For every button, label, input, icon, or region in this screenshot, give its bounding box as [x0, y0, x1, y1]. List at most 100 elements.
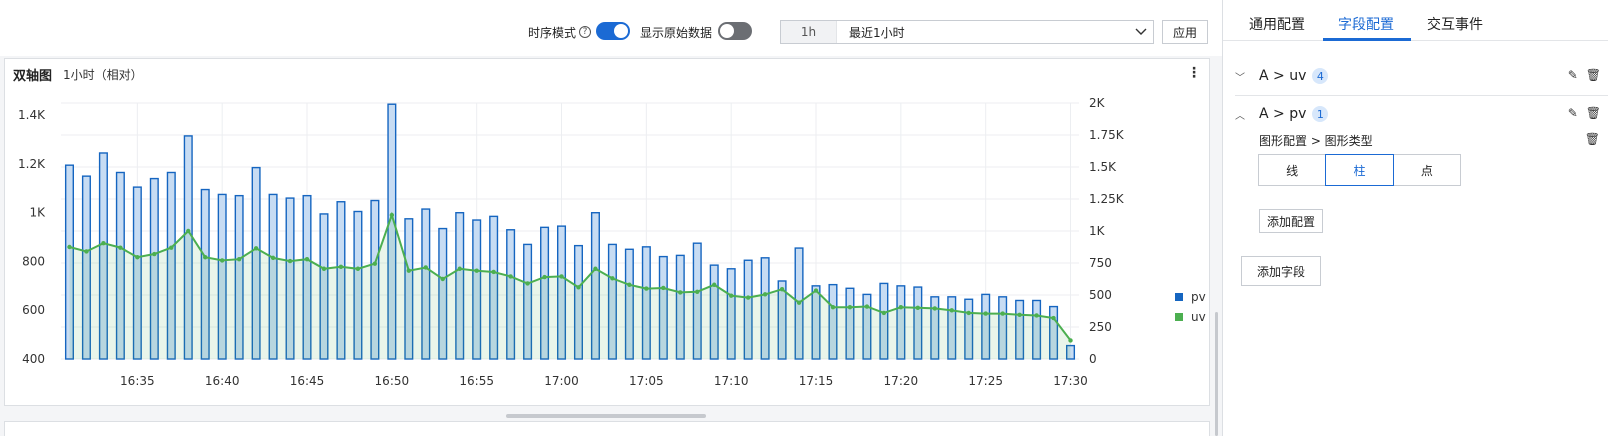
help-icon[interactable]: ? — [579, 26, 592, 38]
trash-icon[interactable]: 🗑 — [1585, 106, 1601, 120]
bar-pv — [624, 248, 634, 360]
point-uv — [304, 256, 310, 262]
horizontal-scrollbar[interactable] — [506, 414, 706, 418]
bar-pv — [726, 268, 736, 360]
shape-option-bar[interactable]: 柱 — [1325, 154, 1394, 186]
point-uv — [338, 264, 344, 270]
y-right-tick-label: 0 — [1089, 352, 1097, 366]
x-tick-label: 17:20 — [884, 374, 919, 388]
bar-pv — [777, 280, 787, 360]
point-uv — [236, 256, 242, 262]
trash-icon[interactable]: 🗑 — [1584, 132, 1600, 146]
bar-pv — [1015, 299, 1025, 360]
y-right-tick-label: 750 — [1089, 256, 1112, 270]
bar-pv — [115, 171, 125, 360]
legend-item-uv[interactable]: uv — [1175, 307, 1206, 327]
config-tabs: 通用配置 字段配置 交互事件 — [1223, 0, 1608, 41]
point-uv — [118, 245, 123, 250]
bar-pv — [879, 282, 889, 360]
raw-data-switch[interactable] — [718, 22, 752, 40]
raw-data-label: 显示原始数据 — [640, 25, 713, 40]
bar-pv — [149, 177, 159, 360]
tab-general[interactable]: 通用配置 — [1249, 17, 1305, 33]
bar-pv — [658, 255, 668, 360]
point-uv — [1000, 311, 1005, 316]
legend-label-pv: pv — [1191, 290, 1206, 304]
toolbar: 时序模式 ? 显示原始数据 1h 最近1小时 应用 — [0, 0, 1222, 56]
x-tick-label: 17:10 — [714, 374, 749, 388]
point-uv — [830, 304, 836, 310]
bar-pv — [200, 188, 210, 360]
point-uv — [644, 286, 649, 291]
point-uv — [355, 266, 361, 271]
point-uv — [898, 304, 904, 310]
y-right-tick-label: 1.25K — [1089, 192, 1125, 206]
chevron-down-icon — [1129, 28, 1153, 36]
y-right-tick-label: 250 — [1089, 320, 1112, 334]
chevron-down-icon[interactable]: ﹀ — [1235, 72, 1245, 84]
y-right-tick-label: 1.75K — [1089, 128, 1125, 142]
point-uv — [661, 285, 666, 291]
more-menu-icon[interactable]: ⋮ — [1187, 65, 1201, 81]
timeseries-mode-switch[interactable] — [596, 22, 630, 40]
bar-pv — [336, 201, 346, 360]
bar-pv — [845, 287, 855, 360]
legend-swatch-pv — [1175, 293, 1183, 301]
edit-icon[interactable]: ✎ — [1567, 68, 1578, 82]
bar-pv — [1032, 299, 1042, 360]
line-uv — [69, 211, 1072, 342]
shape-option-point[interactable]: 点 — [1392, 154, 1461, 186]
point-uv — [1068, 338, 1073, 343]
point-uv — [983, 311, 988, 316]
x-tick-label: 17:30 — [1053, 374, 1088, 388]
trash-icon[interactable]: 🗑 — [1585, 68, 1601, 82]
bar-pv — [455, 212, 465, 360]
point-uv — [1034, 313, 1039, 318]
point-uv — [270, 255, 276, 261]
point-uv — [1051, 315, 1056, 321]
area-uv — [69, 215, 1071, 359]
dual-axis-chart: 0 250 500 750 1K 1.25K 1.5K 1.75K 2K 400 600 800 1K 1… — [18, 96, 1125, 388]
chevron-up-icon[interactable]: ︿ — [1235, 110, 1245, 122]
x-tick-label: 17:05 — [629, 374, 664, 388]
y-right-tick-label: 2K — [1089, 96, 1106, 110]
bar-pv — [472, 219, 482, 360]
point-uv — [372, 261, 378, 266]
time-range-select[interactable]: 1h 最近1小时 — [780, 20, 1154, 44]
point-uv — [423, 265, 428, 270]
tab-field-config[interactable]: 字段配置 — [1338, 17, 1394, 33]
bar-pv — [896, 285, 906, 360]
point-uv — [915, 305, 921, 310]
point-uv — [542, 274, 547, 280]
vertical-scrollbar[interactable] — [1215, 312, 1218, 436]
field-row-uv[interactable]: ﹀ A > uv 4 ✎ 🗑 — [1235, 66, 1608, 86]
bar-pv — [506, 229, 516, 360]
point-uv — [508, 274, 513, 279]
point-uv — [101, 240, 106, 246]
bar-pv — [98, 152, 108, 360]
x-tick-label: 16:55 — [459, 374, 494, 388]
point-uv — [321, 266, 327, 271]
x-tick-label: 17:25 — [968, 374, 1003, 388]
add-config-button[interactable]: 添加配置 — [1259, 209, 1323, 233]
bar-pv — [132, 186, 142, 360]
dashboard-area: 时序模式 ? 显示原始数据 1h 最近1小时 应用 双轴图 1小时（相对） ⋮ … — [0, 0, 1222, 436]
add-field-button[interactable]: 添加字段 — [1241, 256, 1321, 286]
tab-interaction[interactable]: 交互事件 — [1427, 17, 1483, 33]
edit-icon[interactable]: ✎ — [1567, 106, 1578, 120]
point-uv — [67, 244, 72, 250]
point-uv — [559, 274, 564, 279]
x-tick-label: 17:00 — [544, 374, 579, 388]
shape-option-line[interactable]: 线 — [1258, 154, 1327, 186]
bar-pv — [675, 254, 685, 360]
legend-item-pv[interactable]: pv — [1175, 287, 1206, 307]
x-tick-label: 17:15 — [799, 374, 834, 388]
point-uv — [949, 308, 954, 313]
bar-pv — [981, 293, 991, 360]
point-uv — [881, 310, 887, 316]
bar-pv — [862, 293, 872, 360]
apply-button[interactable]: 应用 — [1162, 20, 1208, 44]
field-row-pv[interactable]: ︿ A > pv 1 ✎ 🗑 — [1235, 104, 1608, 124]
point-uv — [1017, 312, 1022, 318]
bar-pv — [947, 296, 957, 360]
